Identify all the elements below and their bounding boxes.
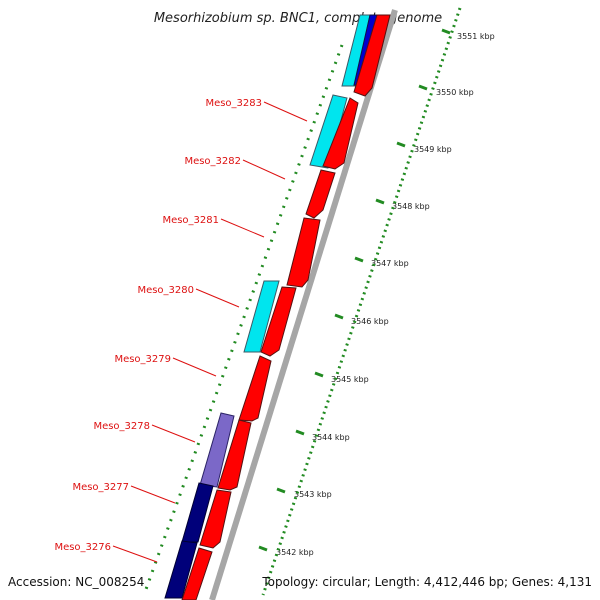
tick-label: 3545 kbp [331, 375, 369, 384]
tick-mark [258, 545, 268, 552]
tick-label: 3546 kbp [351, 317, 389, 326]
minor-tick-ring [261, 7, 462, 596]
tick-label: 3549 kbp [414, 145, 452, 154]
tick-3550: 3550 kbp [418, 84, 474, 97]
tick-label: 3544 kbp [312, 433, 350, 442]
gene-label-meso-3282: Meso_3282 [184, 156, 286, 180]
tick-3549: 3549 kbp [396, 141, 452, 154]
label-leader [130, 485, 176, 504]
tick-mark [276, 487, 286, 494]
cds-arrow-forward-4 [286, 217, 321, 288]
tick-mark [418, 84, 428, 91]
tick-label: 3543 kbp [294, 490, 332, 499]
tick-label: 3547 kbp [371, 259, 409, 268]
tick-label: 3542 kbp [276, 548, 314, 557]
tick-mark [295, 429, 305, 436]
inner-tick-ring [143, 44, 344, 593]
cds-arrow-meso-3276 [164, 540, 198, 599]
tick-mark [334, 313, 344, 320]
minor-tick-arc-inner [143, 44, 344, 593]
label-leader [195, 288, 240, 308]
tick-3544: 3544 kbp [295, 429, 350, 442]
cds-arrow-forward-9 [181, 547, 213, 600]
tick-mark [375, 198, 385, 205]
tick-marks-right: 3551 kbp 3550 kbp 3549 kbp 3548 kbp 3547… [258, 28, 495, 557]
label-leader [263, 101, 308, 122]
gene-label-meso-3281: Meso_3281 [162, 215, 265, 238]
gene-label-text: Meso_3280 [137, 285, 194, 296]
tick-3542: 3542 kbp [258, 545, 314, 557]
tick-label: 3551 kbp [457, 32, 495, 41]
minor-tick-arc-outer [261, 7, 462, 596]
cds-arrow-forward-8 [199, 489, 232, 549]
gene-label-text: Meso_3281 [162, 215, 219, 226]
cds-arrow-meso-3278 [199, 412, 235, 488]
cds-arrow-forward-1 [353, 14, 391, 97]
cds-arrow-forward-7 [217, 419, 252, 491]
gene-label-meso-3279: Meso_3279 [114, 354, 217, 377]
tick-3548: 3548 kbp [375, 198, 430, 211]
gene-label-meso-3283: Meso_3283 [205, 98, 308, 122]
reverse-strand-track [164, 14, 381, 599]
accession-label: Accession: NC_008254 [8, 575, 144, 589]
forward-strand-track [181, 14, 391, 600]
cds-arrow-forward-6 [238, 355, 272, 422]
gene-label-meso-3276: Meso_3276 [54, 542, 158, 563]
cds-arrow-forward-5 [260, 286, 297, 357]
tick-3543: 3543 kbp [276, 487, 332, 499]
tick-mark [354, 256, 364, 263]
tick-3547: 3547 kbp [354, 256, 409, 268]
cds-arrow-cyan [341, 14, 371, 87]
cds-arrow-forward-3 [305, 169, 336, 219]
backbone-line [209, 9, 398, 600]
gene-label-text: Meso_3276 [54, 542, 111, 553]
cds-arrow-meso-3280 [243, 280, 280, 353]
topology-label: Topology: circular; Length: 4,412,446 bp… [261, 575, 592, 589]
gene-label-text: Meso_3282 [184, 156, 241, 167]
tick-label: 3550 kbp [436, 88, 474, 97]
gene-label-meso-3277: Meso_3277 [72, 482, 176, 504]
gene-label-text: Meso_3278 [93, 421, 150, 432]
tick-3551: 3551 kbp [441, 28, 495, 41]
label-leader [172, 357, 217, 377]
label-leader [112, 545, 158, 563]
label-leader [151, 424, 196, 443]
label-leader [242, 159, 286, 180]
tick-3545: 3545 kbp [314, 371, 369, 384]
tick-3546: 3546 kbp [334, 313, 389, 326]
tick-mark [396, 141, 406, 148]
cds-arrow-forward-2 [322, 97, 359, 170]
cds-arrow-meso-3277 [181, 482, 214, 543]
gene-label-meso-3278: Meso_3278 [93, 421, 196, 443]
gene-label-text: Meso_3279 [114, 354, 171, 365]
cds-arrow-meso-3283 [309, 94, 348, 169]
tick-mark [441, 28, 451, 35]
label-leader [220, 218, 265, 238]
tick-mark [314, 371, 324, 378]
gene-label-meso-3280: Meso_3280 [137, 285, 240, 308]
gene-labels: Meso_3283 Meso_3282 Meso_3281 Meso_3280 … [54, 98, 308, 563]
tick-label: 3548 kbp [392, 202, 430, 211]
backbone-track [209, 9, 398, 600]
gene-label-text: Meso_3283 [205, 98, 262, 109]
gene-label-text: Meso_3277 [72, 482, 129, 493]
map-title: Mesorhizobium sp. BNC1, complete genome [154, 11, 442, 26]
